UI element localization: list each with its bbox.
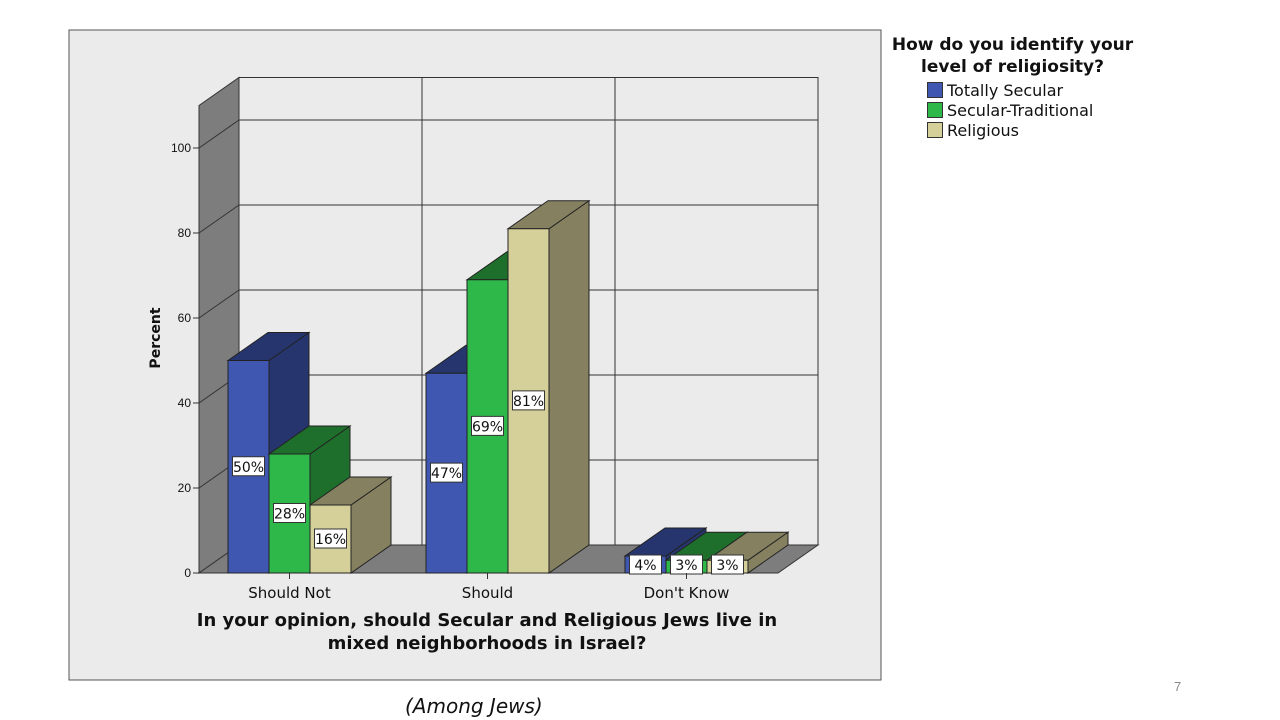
legend-swatch bbox=[927, 102, 943, 118]
legend-label: Totally Secular bbox=[947, 80, 1064, 100]
legend-title-line-1: How do you identify your bbox=[891, 35, 1134, 55]
y-tick-label: 60 bbox=[178, 311, 192, 325]
legend-title-line-2: level of religiosity? bbox=[921, 57, 1104, 77]
data-label-box bbox=[430, 462, 463, 483]
data-label-box bbox=[273, 503, 306, 523]
y-tick-label: 0 bbox=[184, 566, 191, 580]
legend-item-secular-traditional: Secular-Traditional bbox=[927, 100, 1135, 120]
slide-number: 7 bbox=[1174, 679, 1182, 694]
legend-title: How do you identify your level of religi… bbox=[890, 34, 1135, 78]
gridline bbox=[198, 289, 240, 319]
chart-title-line-1: In your opinion, should Secular and Reli… bbox=[197, 610, 777, 631]
data-label: 81% bbox=[513, 394, 544, 410]
legend-label: Secular-Traditional bbox=[947, 100, 1094, 120]
caption: (Among Jews) bbox=[405, 694, 543, 718]
legend: How do you identify your level of religi… bbox=[890, 34, 1135, 140]
legend-items: Totally Secular Secular-Traditional Reli… bbox=[927, 80, 1135, 140]
data-label: 50% bbox=[233, 460, 264, 476]
y-tick-label: 80 bbox=[178, 226, 192, 240]
gridline bbox=[198, 119, 240, 149]
x-axis: Should Not Should Don't Know bbox=[248, 573, 729, 602]
y-tick-label: 100 bbox=[171, 141, 191, 155]
data-label-box bbox=[512, 390, 545, 411]
y-tick-label: 20 bbox=[178, 481, 192, 495]
data-label: 16% bbox=[315, 532, 346, 548]
y-axis-label: Percent bbox=[148, 307, 164, 368]
legend-swatch bbox=[927, 122, 943, 138]
legend-item-totally-secular: Totally Secular bbox=[927, 80, 1135, 100]
data-label: 3% bbox=[675, 558, 697, 574]
bars: 50% 28% 16% 47% 69% 81% 4% 3% 3% bbox=[226, 199, 790, 575]
data-label: 3% bbox=[716, 558, 738, 574]
gridline bbox=[198, 204, 240, 234]
x-tick-label: Should bbox=[462, 584, 513, 602]
data-label: 69% bbox=[472, 419, 503, 435]
data-label-box bbox=[314, 528, 347, 549]
data-label-box bbox=[629, 554, 662, 575]
legend-swatch bbox=[927, 82, 943, 98]
y-tick-label: 40 bbox=[178, 396, 192, 410]
data-label: 4% bbox=[634, 558, 656, 574]
legend-label: Religious bbox=[947, 120, 1019, 140]
x-tick-label: Should Not bbox=[248, 584, 331, 602]
data-label-box bbox=[711, 554, 744, 575]
data-label: 47% bbox=[431, 466, 462, 482]
data-label-box bbox=[232, 456, 265, 477]
x-tick-label: Don't Know bbox=[644, 584, 730, 602]
data-label-box bbox=[471, 415, 504, 436]
y-axis: 0 20 40 60 80 100 bbox=[171, 141, 199, 580]
data-label: 28% bbox=[274, 507, 305, 523]
legend-item-religious: Religious bbox=[927, 120, 1135, 140]
chart-title-line-2: mixed neighborhoods in Israel? bbox=[328, 633, 647, 654]
bar-side bbox=[548, 199, 590, 574]
